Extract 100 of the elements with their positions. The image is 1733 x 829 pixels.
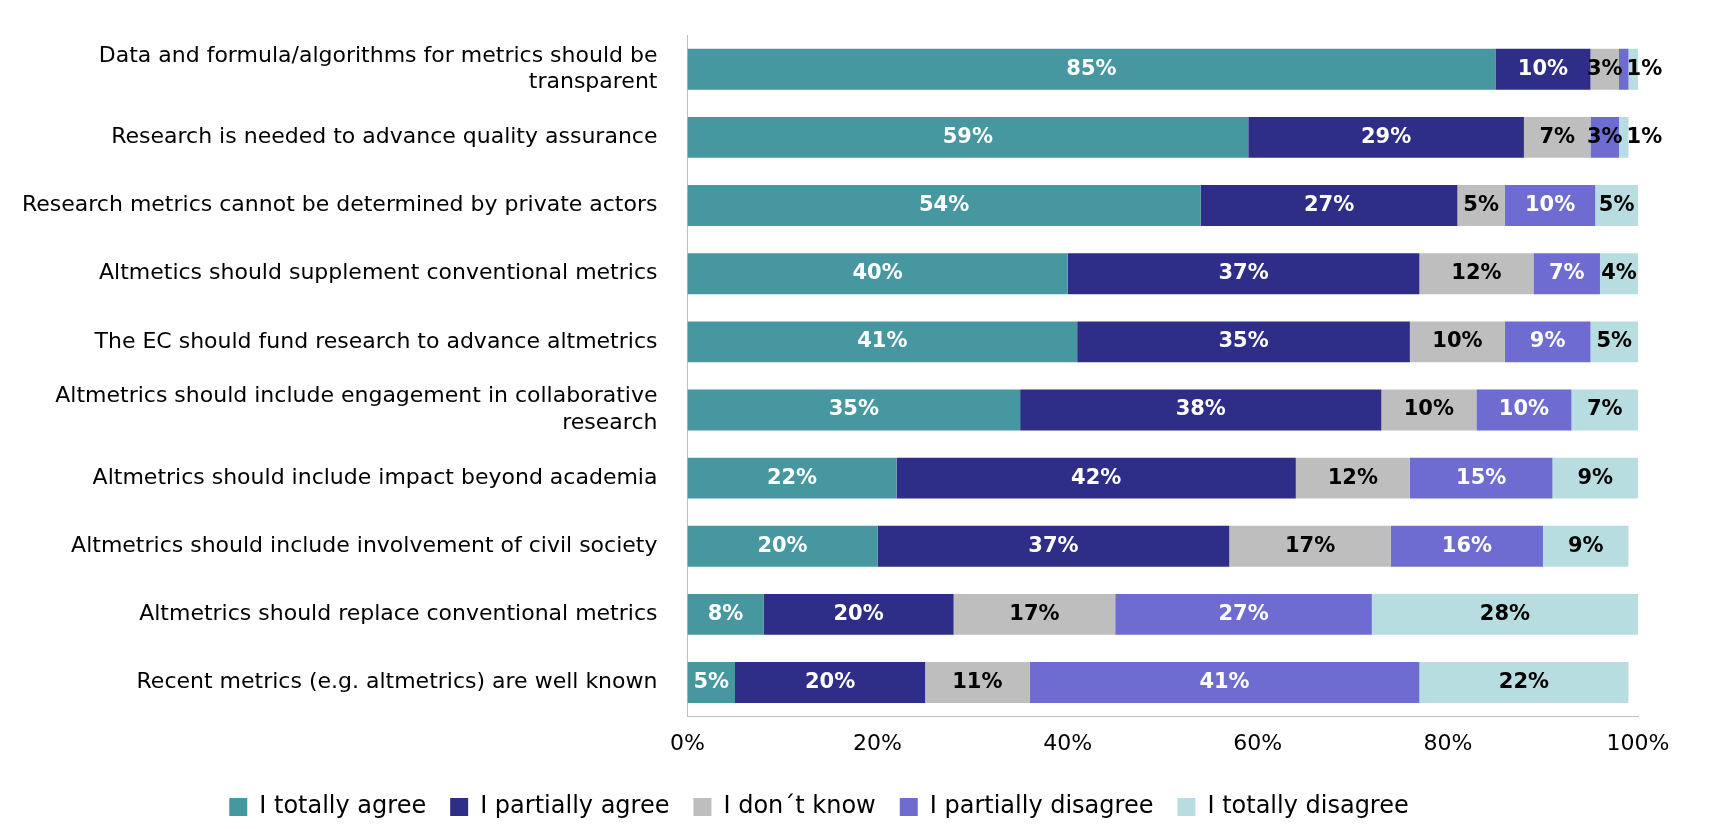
data-label: 22% (1498, 668, 1550, 693)
data-label: 41% (1199, 668, 1250, 693)
bar (687, 185, 1201, 226)
data-label: 10% (1403, 396, 1455, 421)
bar (687, 116, 1249, 158)
x-tick-label: 100% (1606, 729, 1670, 755)
bar (925, 662, 1030, 703)
data-label: 8% (707, 600, 744, 625)
bar (1533, 253, 1600, 295)
data-label: 10% (1524, 192, 1576, 216)
bar (953, 593, 1116, 635)
data-label: 35% (828, 396, 879, 421)
data-label: 12% (1451, 260, 1502, 285)
data-label: 38% (1175, 396, 1226, 421)
y-tick-label: Research metrics cannot be determined by private actors (22, 191, 658, 217)
data-label: 85% (1066, 55, 1117, 80)
bar (687, 48, 1496, 90)
data-label: 27% (1303, 192, 1355, 216)
y-tick-label: Altmetics should supplement conventional metrics (99, 259, 658, 285)
y-tick-label: Altmetrics should replace conventional metrics (139, 600, 658, 626)
data-label: 9% (1577, 464, 1614, 489)
x-tick-label: 0% (670, 729, 705, 755)
data-label: 41% (857, 328, 908, 353)
data-label: 59% (942, 123, 994, 148)
data-label: 28% (1479, 600, 1531, 625)
legend-label: I partially disagree (929, 791, 1154, 820)
bar (1029, 662, 1420, 703)
bar (687, 525, 878, 567)
data-label: 10% (1498, 396, 1550, 421)
bar (1552, 457, 1638, 499)
x-tick-label: 40% (1043, 729, 1093, 755)
data-label: 5% (1598, 192, 1635, 216)
bar (1542, 525, 1629, 567)
data-label: 42% (1071, 464, 1122, 489)
bar (1115, 593, 1372, 635)
data-label: 5% (693, 668, 730, 693)
bar (687, 389, 1021, 431)
bar (687, 253, 1068, 295)
data-label: 17% (1284, 532, 1336, 557)
data-label: 22% (766, 464, 818, 489)
y-tick-label: Altmetrics should include involvement of civil society (71, 531, 658, 557)
data-label: 54% (918, 192, 970, 216)
data-label: 7% (1548, 260, 1585, 285)
data-label: 16% (1441, 532, 1493, 557)
bar (1248, 116, 1524, 158)
bar (1504, 321, 1591, 363)
bar (896, 457, 1296, 499)
bar (1295, 457, 1410, 499)
y-tick-label: Altmetrics should include impact beyond academia (92, 463, 658, 489)
data-label: 5% (1596, 328, 1633, 353)
x-tick-label: 20% (853, 729, 903, 755)
data-label: 5% (1463, 192, 1499, 216)
bar (1371, 593, 1638, 635)
data-label: 12% (1327, 464, 1378, 489)
data-label: 11% (952, 668, 1003, 693)
data-label: 7% (1539, 123, 1576, 148)
data-label: 27% (1218, 600, 1269, 625)
data-label: 20% (804, 668, 856, 693)
data-label: 37% (1028, 532, 1079, 557)
data-label: 10% (1432, 328, 1483, 353)
data-label: 9% (1567, 532, 1604, 557)
y-tick-label: Altmetrics should include engagement in collaborative research (55, 382, 658, 434)
bar (877, 525, 1230, 567)
data-label: 20% (833, 600, 884, 625)
data-label: 7% (1586, 396, 1623, 421)
bar (763, 593, 954, 635)
data-label: 1% (1626, 123, 1663, 148)
bar (734, 662, 926, 703)
data-label: 40% (852, 260, 903, 285)
bar (1020, 389, 1382, 431)
bar (1409, 457, 1553, 499)
bar (687, 321, 1078, 363)
data-label: 10% (1517, 55, 1569, 80)
y-tick-label: The EC should fund research to advance altmetrics (93, 327, 658, 353)
bar (1419, 662, 1629, 703)
x-tick-label: 60% (1233, 729, 1283, 755)
bar (1067, 253, 1420, 295)
data-label: 20% (757, 532, 808, 557)
x-tick-label: 80% (1423, 729, 1473, 755)
data-label: 35% (1218, 328, 1269, 353)
data-label: 3% (1586, 123, 1623, 148)
data-label: 17% (1009, 600, 1060, 625)
bar (687, 457, 897, 499)
bar (1077, 321, 1410, 363)
data-label: 29% (1360, 123, 1412, 148)
data-label: 15% (1456, 464, 1507, 489)
y-tick-label: Data and formula/algorithms for metrics should be transparent (98, 41, 658, 94)
legend-label: I don´t know (723, 791, 876, 820)
bar (1200, 185, 1458, 226)
data-label: 1% (1626, 55, 1663, 80)
bar (1390, 525, 1543, 567)
legend-label: I totally disagree (1207, 791, 1409, 820)
legend-label: I partially agree (480, 791, 670, 820)
bar (1229, 525, 1391, 567)
y-tick-label: Research is needed to advance quality assurance (111, 123, 658, 149)
data-label: 9% (1529, 328, 1566, 353)
data-label: 4% (1601, 260, 1637, 285)
legend-label: I totally agree (259, 791, 427, 820)
bar (1419, 253, 1534, 295)
data-label: 37% (1218, 260, 1269, 285)
